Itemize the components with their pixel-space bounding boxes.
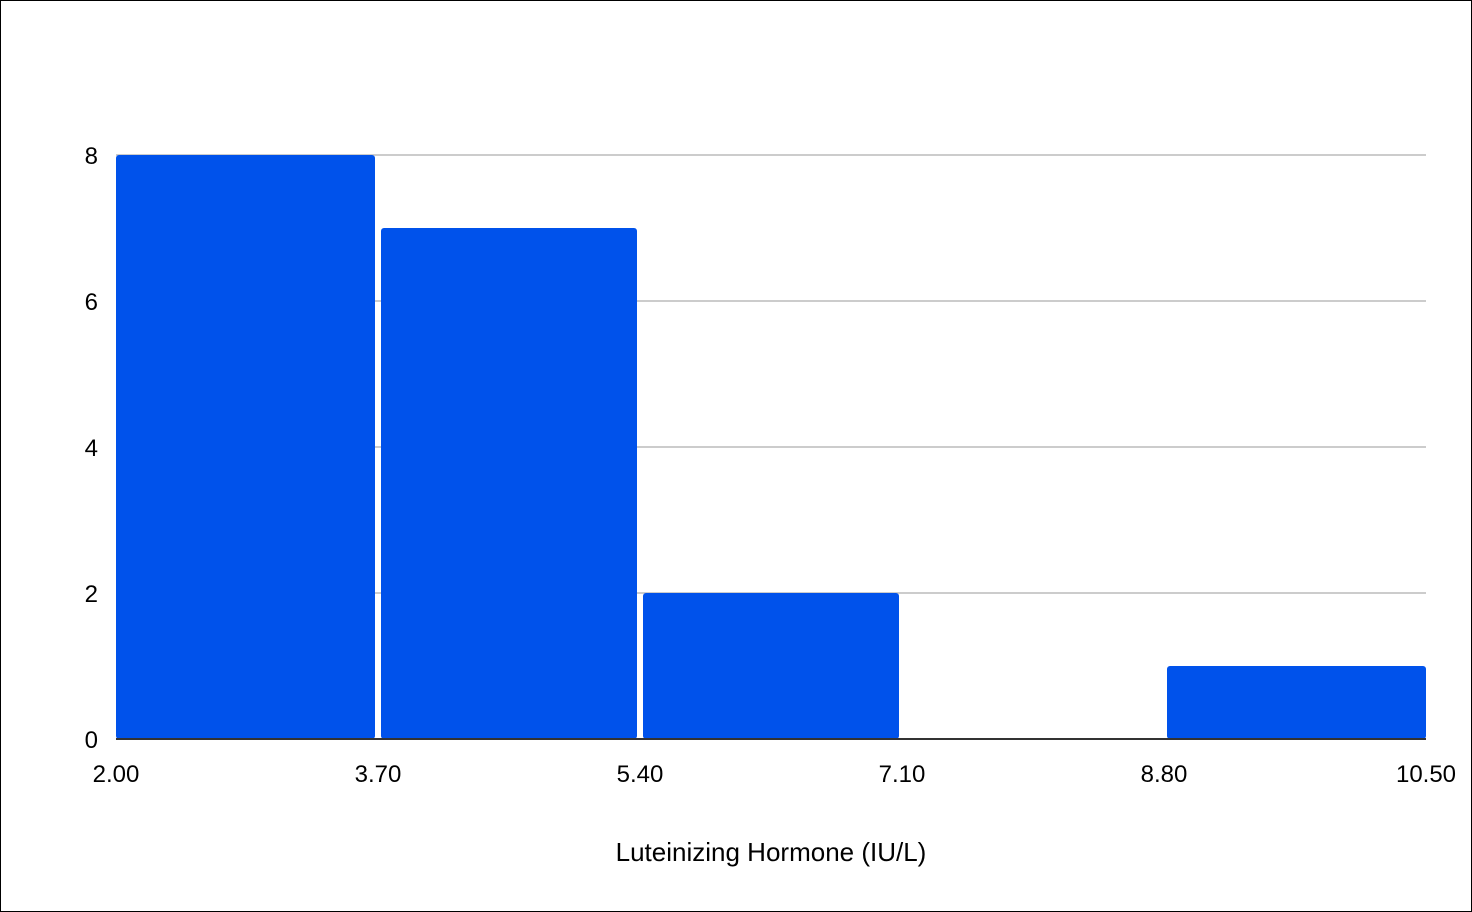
y-tick-label: 4 bbox=[85, 435, 98, 462]
x-tick-label: 8.80 bbox=[1141, 761, 1188, 788]
y-axis-ticks: 0 2 4 6 8 bbox=[85, 143, 98, 754]
y-tick-label: 2 bbox=[85, 581, 98, 608]
x-axis-title: Luteinizing Hormone (IU/L) bbox=[616, 837, 927, 867]
histogram-bars bbox=[116, 155, 1426, 739]
x-axis-ticks: 2.00 3.70 5.40 7.10 8.80 10.50 bbox=[93, 761, 1456, 788]
x-tick-label: 5.40 bbox=[617, 761, 664, 788]
histogram-bar bbox=[643, 593, 899, 739]
y-tick-label: 6 bbox=[85, 289, 98, 316]
x-tick-label: 10.50 bbox=[1396, 761, 1456, 788]
x-tick-label: 3.70 bbox=[355, 761, 402, 788]
histogram-bar bbox=[381, 228, 637, 739]
histogram-bar bbox=[1167, 666, 1426, 739]
y-tick-label: 8 bbox=[85, 143, 98, 170]
x-tick-label: 2.00 bbox=[93, 761, 140, 788]
y-tick-label: 0 bbox=[85, 727, 98, 754]
histogram-bar bbox=[116, 155, 375, 739]
x-tick-label: 7.10 bbox=[879, 761, 926, 788]
